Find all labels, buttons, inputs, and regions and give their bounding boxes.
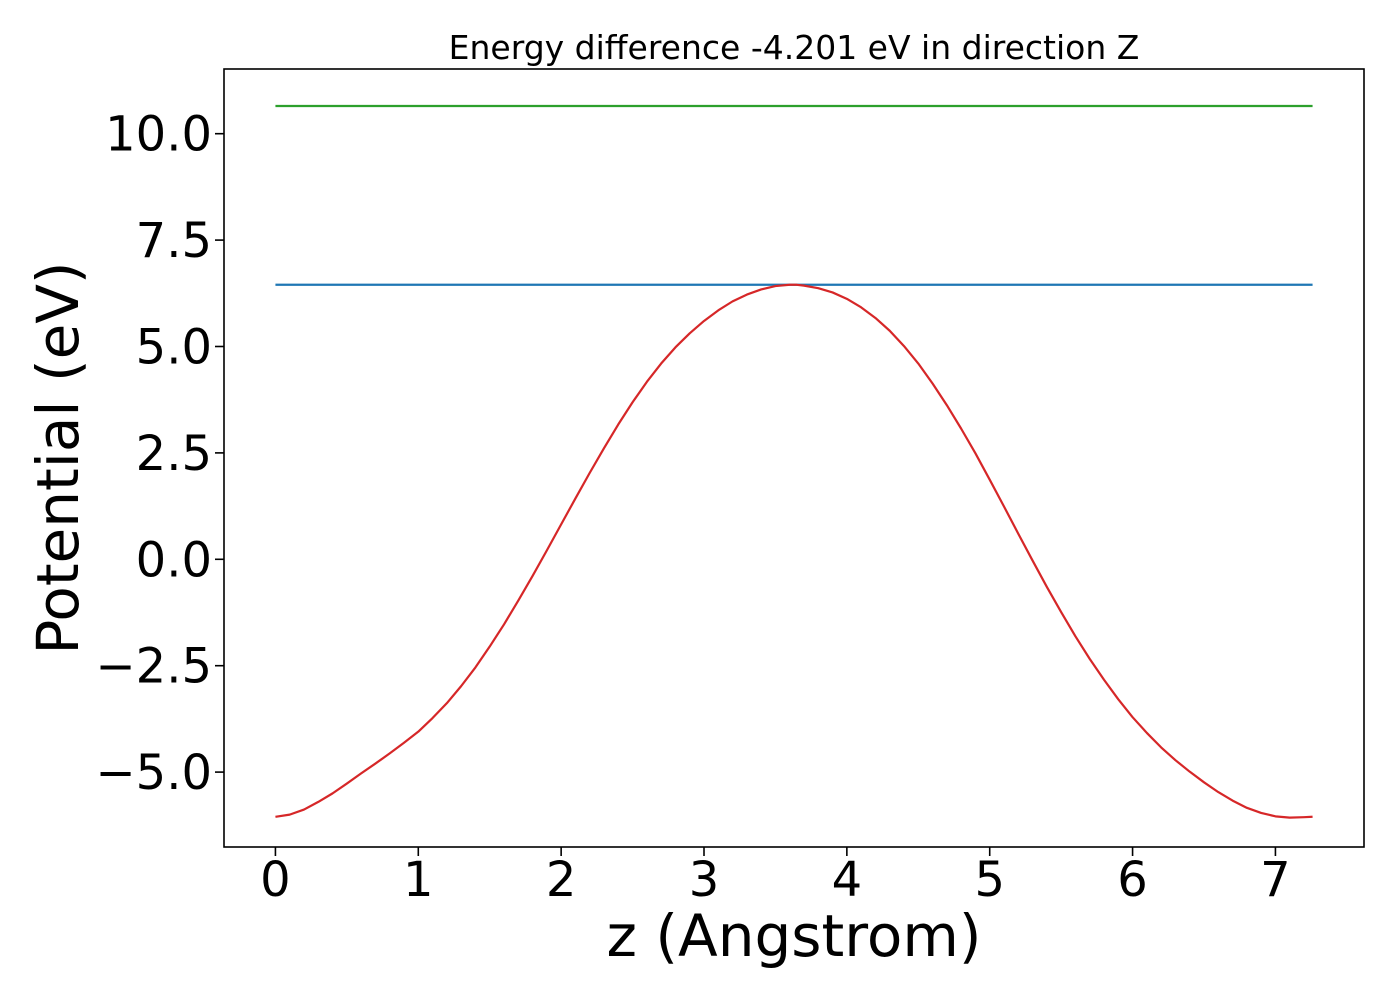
x-tick-label: 2 [546, 852, 577, 908]
y-axis-ticks: −5.0 −2.5 0.0 2.5 5.0 7.5 10.0 [95, 107, 224, 801]
y-tick-label: 7.5 [136, 213, 212, 269]
x-tick-label: 5 [974, 852, 1005, 908]
y-tick-label: 5.0 [136, 319, 212, 375]
y-axis-label: Potential (eV) [24, 261, 92, 654]
x-tick-label: 7 [1260, 852, 1291, 908]
chart-title: Energy difference -4.201 eV in direction… [449, 28, 1140, 67]
x-tick-label: 1 [403, 852, 434, 908]
x-axis-label: z (Angstrom) [607, 902, 982, 970]
x-tick-label: 3 [689, 852, 720, 908]
x-tick-label: 6 [1117, 852, 1148, 908]
x-axis-ticks: 0 1 2 3 4 5 6 7 [260, 847, 1291, 908]
y-tick-label: 10.0 [105, 107, 212, 163]
y-tick-label: −5.0 [95, 745, 212, 801]
x-tick-label: 4 [832, 852, 863, 908]
y-tick-label: −2.5 [95, 639, 212, 695]
plot-frame [223, 68, 1365, 848]
y-tick-label: 2.5 [136, 426, 212, 482]
x-tick-label: 0 [260, 852, 291, 908]
y-tick-label: 0.0 [136, 532, 212, 588]
series-line-3 [275, 283, 1313, 819]
series-lines [275, 104, 1313, 819]
